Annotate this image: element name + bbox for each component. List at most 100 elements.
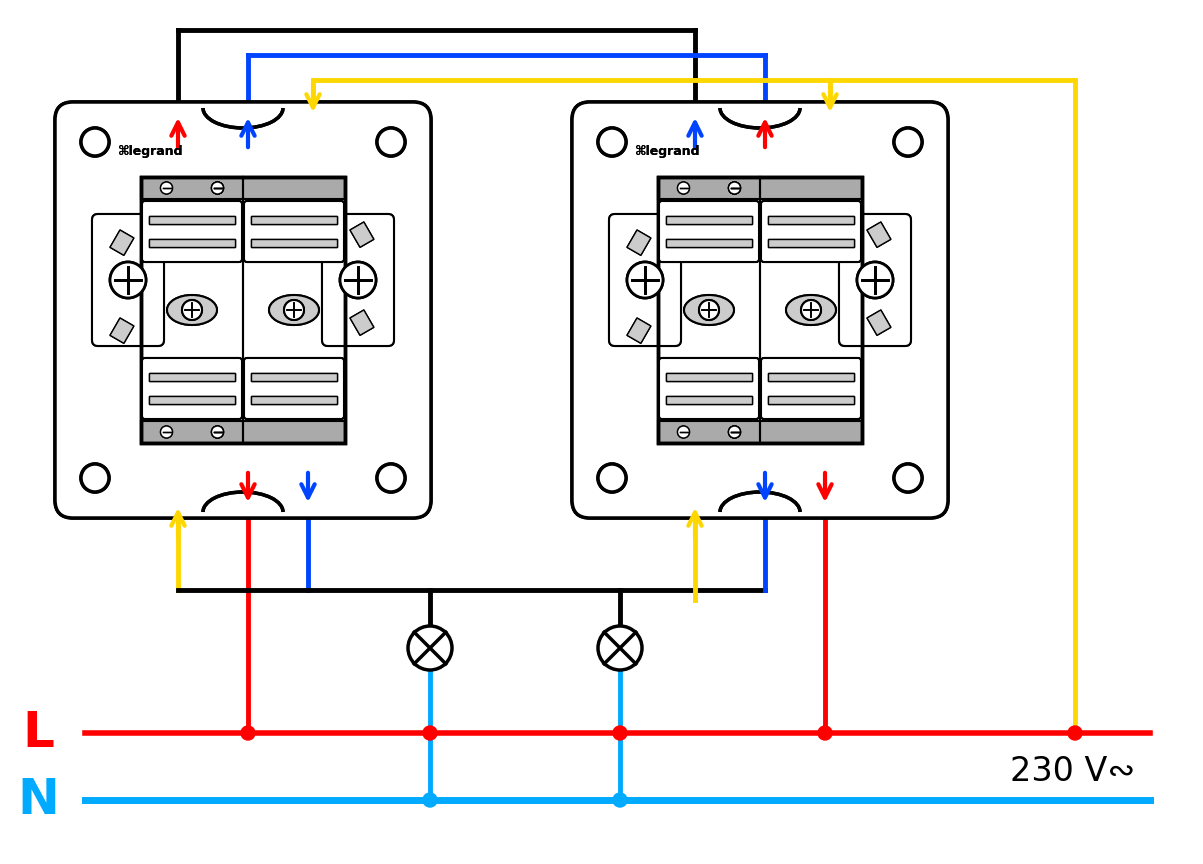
Circle shape [423,793,437,807]
Bar [350,310,374,335]
Circle shape [818,726,832,740]
Circle shape [377,464,405,492]
Bar [666,239,752,247]
Circle shape [81,464,109,492]
Circle shape [182,300,202,320]
Circle shape [677,182,689,194]
Bar [149,373,235,381]
Bar [149,239,235,247]
Text: 230 V∾: 230 V∾ [1011,755,1136,788]
FancyBboxPatch shape [55,102,431,518]
FancyBboxPatch shape [244,201,344,262]
Bar [768,239,854,247]
Bar [627,230,651,256]
Circle shape [857,262,893,298]
Circle shape [729,182,741,194]
Circle shape [212,426,224,438]
Bar [141,177,345,443]
Circle shape [160,426,172,438]
Text: N: N [17,776,59,824]
Bar [149,239,235,247]
Bar [627,318,651,343]
Circle shape [109,262,146,298]
FancyBboxPatch shape [91,214,164,346]
Bar [627,318,651,343]
Bar [666,216,752,224]
FancyBboxPatch shape [571,102,948,518]
Ellipse shape [167,295,217,325]
Ellipse shape [269,295,319,325]
Ellipse shape [269,295,319,325]
Circle shape [160,426,172,438]
Ellipse shape [685,295,734,325]
Bar [768,396,854,404]
Circle shape [212,182,224,194]
Bar [658,177,863,199]
Circle shape [729,426,741,438]
Circle shape [894,464,921,492]
Bar [109,318,134,343]
Circle shape [729,182,741,194]
Bar [658,177,863,443]
FancyBboxPatch shape [761,201,861,262]
Bar [109,230,134,256]
Bar [666,396,752,404]
Bar [141,177,345,199]
FancyBboxPatch shape [609,214,681,346]
Circle shape [801,300,820,320]
Bar [141,177,345,199]
Bar [768,216,854,224]
FancyBboxPatch shape [322,214,395,346]
Circle shape [1068,726,1081,740]
Bar [251,373,337,381]
Circle shape [729,426,741,438]
Circle shape [160,182,172,194]
FancyBboxPatch shape [91,214,164,346]
Circle shape [212,426,224,438]
FancyBboxPatch shape [244,358,344,419]
Circle shape [614,793,627,807]
Bar [149,396,235,404]
FancyBboxPatch shape [55,102,431,518]
Bar [251,373,337,381]
Bar [666,373,752,381]
FancyBboxPatch shape [142,358,242,419]
Circle shape [377,128,405,156]
Bar [666,216,752,224]
Ellipse shape [786,295,836,325]
Circle shape [627,262,663,298]
Circle shape [377,128,405,156]
Bar [350,222,374,247]
Text: ⌘legrand: ⌘legrand [118,145,184,158]
Circle shape [340,262,377,298]
FancyBboxPatch shape [659,358,759,419]
FancyBboxPatch shape [838,214,911,346]
Bar [251,239,337,247]
Bar [658,421,863,443]
Circle shape [894,464,921,492]
Circle shape [423,726,437,740]
Circle shape [729,182,741,194]
Circle shape [212,426,224,438]
FancyBboxPatch shape [571,102,948,518]
Circle shape [729,182,741,194]
Bar [867,310,891,335]
Bar [149,396,235,404]
Ellipse shape [167,295,217,325]
Circle shape [699,300,719,320]
Bar [627,230,651,256]
Bar [768,373,854,381]
Circle shape [81,464,109,492]
Bar [141,177,345,443]
Circle shape [598,464,626,492]
Circle shape [801,300,820,320]
Circle shape [699,300,719,320]
Circle shape [284,300,304,320]
Bar [109,318,134,343]
Circle shape [677,426,689,438]
Circle shape [627,262,663,298]
FancyBboxPatch shape [761,358,861,419]
FancyBboxPatch shape [609,214,681,346]
Circle shape [408,626,452,670]
Bar [658,177,863,443]
